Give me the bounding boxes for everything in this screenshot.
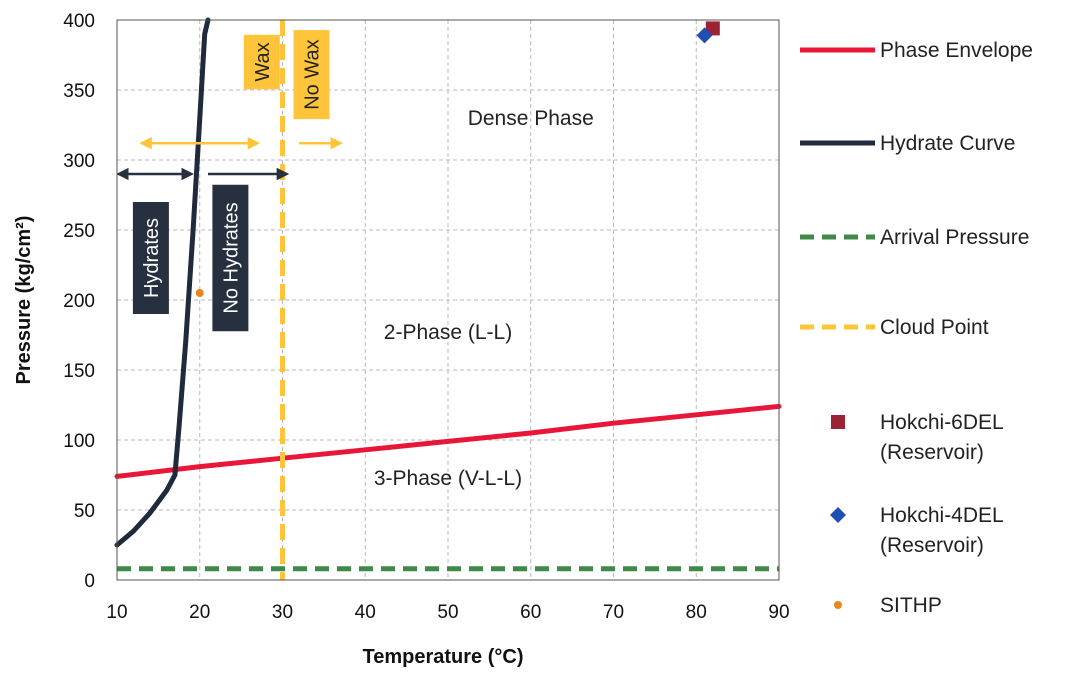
plot-frame	[116, 19, 780, 581]
y-tick-label: 250	[63, 221, 95, 242]
label-box-text: Wax	[252, 42, 274, 81]
y-tick-label: 350	[63, 81, 95, 102]
legend-label: Arrival Pressure	[880, 226, 1029, 249]
reservoir-6del-marker	[705, 21, 720, 36]
y-tick-label: 150	[63, 361, 95, 382]
y-axis-title: Pressure (kg/cm²)	[13, 216, 35, 385]
label-box: Wax	[243, 34, 280, 90]
label-box-background	[212, 184, 249, 332]
label-box-text: No Wax	[302, 39, 324, 109]
label-box-background	[293, 30, 330, 120]
region-label: 2-Phase (L-L)	[384, 321, 512, 344]
x-axis-title: Temperature (°C)	[363, 646, 524, 668]
x-tick-label: 20	[189, 602, 210, 623]
region-label: 3-Phase (V-L-L)	[374, 467, 522, 490]
legend-label-line: (Reservoir)	[880, 534, 984, 557]
label-box: No Hydrates	[212, 184, 249, 332]
x-tick-label: 60	[520, 602, 541, 623]
y-tick-label: 300	[63, 151, 95, 172]
series-layer	[114, 17, 782, 580]
legend-swatch-dot	[834, 601, 842, 609]
series-line	[114, 403, 782, 479]
y-tick-label: 50	[74, 501, 95, 522]
x-tick-label: 10	[106, 602, 127, 623]
legend-label-line: (Reservoir)	[880, 441, 984, 464]
y-tick-label: 200	[63, 291, 95, 312]
legend-swatch-diamond	[830, 507, 846, 523]
x-tick-label: 70	[603, 602, 624, 623]
legend: Phase Envelope Hydrate Curve Arrival Press…	[800, 39, 1033, 617]
sithp-marker	[195, 289, 204, 297]
x-tick-label: 90	[768, 602, 789, 623]
label-box-text: No Hydrates	[220, 202, 242, 313]
legend-label: Hydrate Curve	[880, 132, 1015, 155]
label-box: No Wax	[293, 30, 330, 120]
x-tick-label: 30	[272, 602, 293, 623]
legend-label: Phase Envelope	[880, 39, 1033, 62]
label-box-background	[243, 34, 280, 90]
legend-label-line: SITHP	[880, 594, 942, 617]
legend-label-line: Hokchi-4DEL	[880, 504, 1004, 527]
label-box-text: Hydrates	[141, 218, 163, 298]
annotation-layer: Dense Phase 2-Phase (L-L) 3-Phase (V-L-L) W…	[116, 30, 594, 490]
label-box-background	[132, 202, 169, 314]
x-tick-label: 50	[437, 602, 458, 623]
y-tick-label: 100	[63, 431, 95, 452]
x-tick-label: 80	[686, 602, 707, 623]
series-line	[114, 17, 211, 548]
legend-label-line: Hokchi-6DEL	[880, 411, 1004, 434]
y-tick-label: 0	[84, 571, 95, 592]
legend-label: Hokchi-4DEL (Reservoir)	[880, 504, 1004, 557]
legend-label: SITHP	[880, 594, 942, 617]
label-box: Hydrates	[132, 202, 169, 314]
reservoir-4del-marker	[696, 27, 713, 44]
x-tick-label: 40	[355, 602, 376, 623]
y-tick-label: 400	[63, 11, 95, 32]
legend-label: Cloud Point	[880, 316, 989, 339]
region-label: Dense Phase	[468, 107, 594, 130]
axes: 10 20 30 40 50 60 70 80 90 0 50 100 150 200 250 300 350 4…	[63, 11, 789, 623]
legend-label: Hokchi-6DEL (Reservoir)	[880, 411, 1004, 464]
legend-swatch-square	[831, 415, 845, 429]
